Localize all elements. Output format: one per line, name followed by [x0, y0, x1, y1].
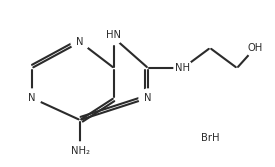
- Text: N: N: [144, 93, 152, 103]
- Circle shape: [174, 59, 192, 77]
- Text: NH₂: NH₂: [70, 146, 89, 156]
- Circle shape: [201, 129, 219, 147]
- Text: NH: NH: [175, 63, 191, 73]
- Text: OH: OH: [248, 43, 263, 53]
- Circle shape: [71, 33, 89, 51]
- Circle shape: [246, 39, 264, 57]
- Circle shape: [71, 142, 89, 160]
- Text: N: N: [28, 93, 36, 103]
- Text: N: N: [76, 37, 84, 47]
- Circle shape: [139, 89, 157, 107]
- Circle shape: [105, 26, 123, 44]
- Circle shape: [23, 89, 41, 107]
- Text: BrH: BrH: [201, 133, 219, 143]
- Text: HN: HN: [106, 30, 122, 40]
